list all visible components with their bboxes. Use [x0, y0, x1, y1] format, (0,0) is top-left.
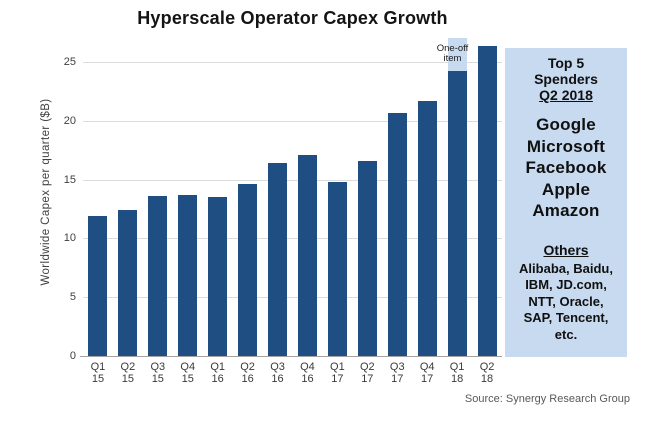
bar — [477, 45, 497, 356]
bar — [148, 196, 168, 356]
y-tick-label: 25 — [63, 56, 76, 68]
top5-list: Google Microsoft Facebook Apple Amazon — [505, 114, 627, 222]
x-tick-label: Q1 18 — [449, 361, 465, 385]
x-tick-label: Q1 15 — [90, 361, 106, 385]
one-off-annotation: One-off item — [424, 44, 481, 63]
gridline — [83, 297, 502, 299]
bar — [268, 163, 288, 356]
others-list-line: IBM, JD.com, — [525, 277, 607, 292]
gridline — [83, 120, 502, 122]
top5-company: Apple — [541, 179, 591, 199]
one-off-segment — [447, 38, 467, 72]
source-credit: Source: Synergy Research Group — [464, 393, 630, 405]
bar — [327, 181, 347, 356]
y-tick-label: 10 — [63, 232, 76, 245]
panel-heading-quarter: Q2 2018 — [539, 87, 593, 103]
others-list-line: Alibaba, Baidu, — [519, 260, 613, 276]
x-tick-label: Q2 18 — [479, 361, 495, 385]
panel-heading: Spenders — [534, 71, 598, 87]
y-tick-label: 15 — [63, 173, 76, 186]
gridline — [83, 238, 502, 240]
one-off-annotation-line: One-off — [436, 43, 469, 54]
x-tick-label: Q2 15 — [120, 361, 136, 385]
bar — [118, 210, 138, 356]
gridline — [83, 62, 502, 63]
chart-title: Hyperscale Operator Capex Growth — [137, 8, 448, 28]
y-tick-label: 5 — [69, 291, 76, 304]
top5-panel: Top 5 Spenders Q2 2018 Google Microsoft Fa… — [505, 48, 627, 357]
bar — [387, 112, 407, 356]
bar — [88, 216, 108, 356]
gridline — [83, 179, 502, 181]
bar — [238, 184, 258, 356]
x-tick-label: Q1 17 — [330, 361, 345, 385]
bar — [447, 71, 467, 356]
x-tick-label: Q4 15 — [180, 361, 196, 385]
bar — [208, 197, 228, 356]
bar — [357, 160, 377, 356]
panel-heading: Top 5 — [547, 55, 585, 71]
others-list: Alibaba, Baidu, IBM, JD.com, NTT, Oracle, S… — [505, 261, 627, 344]
top5-company: Microsoft — [526, 136, 606, 156]
others-list-line: SAP, Tencent, — [523, 310, 609, 325]
x-tick-label: Q4 17 — [419, 361, 435, 385]
top5-company: Amazon — [532, 201, 600, 220]
top5-company: Facebook — [525, 158, 607, 177]
one-off-annotation-line: item — [443, 52, 462, 64]
x-axis-line — [80, 356, 502, 357]
y-tick-label: 20 — [63, 114, 76, 127]
bar — [417, 100, 437, 356]
bar — [297, 154, 317, 356]
top5-company: Google — [536, 115, 596, 134]
x-tick-label: Q4 16 — [300, 361, 315, 385]
others-list-line: etc. — [554, 326, 578, 342]
y-tick-label: 0 — [69, 350, 76, 362]
others-heading: Others — [543, 241, 589, 258]
x-tick-label: Q2 16 — [240, 361, 255, 385]
x-tick-label: Q1 16 — [210, 361, 226, 385]
others-list-line: NTT, Oracle, — [528, 293, 604, 309]
x-tick-label: Q3 17 — [389, 361, 405, 385]
bar — [178, 194, 198, 356]
x-tick-label: Q2 17 — [359, 361, 375, 385]
x-tick-label: Q3 16 — [270, 361, 285, 385]
x-tick-label: Q3 15 — [150, 361, 166, 385]
